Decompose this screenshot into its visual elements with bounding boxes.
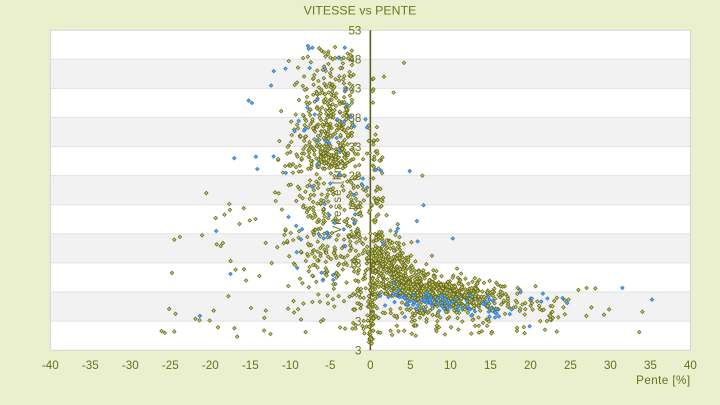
svg-text:30: 30 — [604, 359, 617, 372]
svg-text:-30: -30 — [122, 359, 139, 372]
svg-text:-40: -40 — [42, 359, 59, 372]
svg-text:3: 3 — [355, 315, 361, 328]
svg-text:-15: -15 — [242, 359, 259, 372]
svg-text:3: 3 — [355, 345, 361, 358]
svg-text:Pente [%]: Pente [%] — [636, 374, 690, 387]
svg-text:-10: -10 — [282, 359, 299, 372]
svg-text:40: 40 — [684, 359, 697, 372]
svg-text:8: 8 — [355, 286, 361, 299]
svg-text:25: 25 — [564, 359, 577, 372]
svg-text:-5: -5 — [325, 359, 335, 372]
svg-text:10: 10 — [444, 359, 457, 372]
svg-text:0: 0 — [367, 359, 373, 372]
svg-text:-35: -35 — [82, 359, 99, 372]
svg-text:-20: -20 — [202, 359, 219, 372]
svg-text:VITESSE vs PENTE: VITESSE vs PENTE — [304, 4, 417, 18]
svg-text:53: 53 — [348, 25, 361, 38]
svg-text:-25: -25 — [162, 359, 179, 372]
svg-text:20: 20 — [524, 359, 537, 372]
svg-text:35: 35 — [644, 359, 657, 372]
svg-text:15: 15 — [484, 359, 497, 372]
svg-text:5: 5 — [407, 359, 413, 372]
